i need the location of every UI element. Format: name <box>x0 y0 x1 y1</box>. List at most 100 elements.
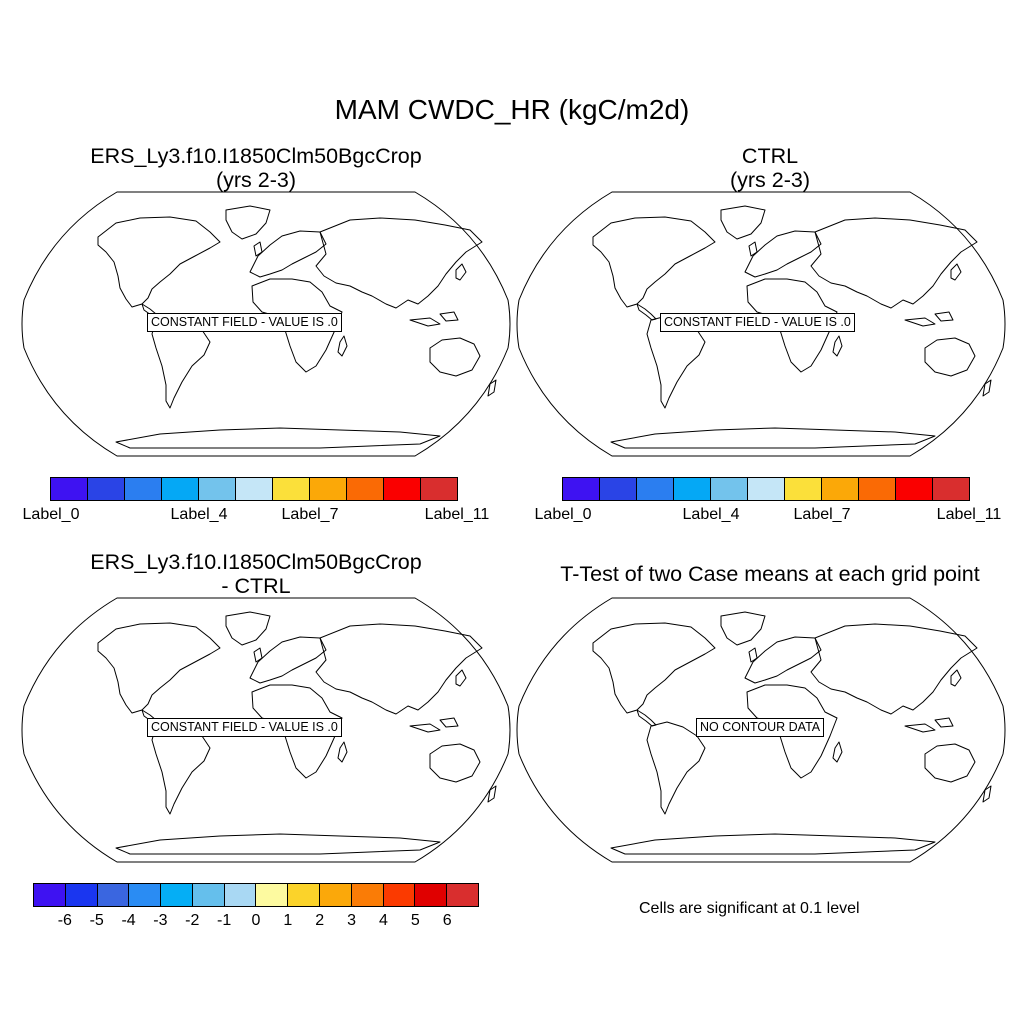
colorbar-cell <box>896 478 933 500</box>
colorbar-cell <box>822 478 859 500</box>
constant-field-notice: CONSTANT FIELD - VALUE IS .0 <box>660 313 855 332</box>
colorbar-cell <box>748 478 785 500</box>
coastline <box>455 669 467 687</box>
colorbar-label: Label_11 <box>424 506 490 523</box>
colorbar-label: Label_7 <box>793 506 851 523</box>
colorbar-cell <box>97 884 130 906</box>
coastline <box>592 622 716 714</box>
constant-field-notice: CONSTANT FIELD - VALUE IS .0 <box>147 718 342 737</box>
coastlines <box>592 611 992 855</box>
colorbar-cell <box>310 478 347 500</box>
constant-field-notice: CONSTANT FIELD - VALUE IS .0 <box>147 313 342 332</box>
coastline <box>810 623 978 715</box>
coastline <box>337 335 348 357</box>
coastline <box>646 721 706 815</box>
colorbar-tick-label: -4 <box>121 912 136 929</box>
colorbar-cell <box>162 478 199 500</box>
colorbar-cell <box>421 478 457 500</box>
coastline <box>97 216 221 308</box>
significance-note: Cells are significant at 0.1 level <box>639 900 860 917</box>
colorbar-cell <box>236 478 273 500</box>
coastline <box>225 611 271 646</box>
coastline <box>253 241 263 257</box>
coastline <box>904 317 936 327</box>
colorbar-cell <box>161 884 193 906</box>
coastline <box>950 263 962 281</box>
colorbar-cell <box>129 884 162 906</box>
colorbar-ctrl <box>562 477 970 501</box>
colorbar-cell <box>563 478 600 500</box>
colorbar-tick-label: 5 <box>410 912 420 929</box>
colorbar-cell <box>192 884 225 906</box>
panel-title-line2: (yrs 2-3) <box>215 168 297 192</box>
coastline <box>592 216 716 308</box>
colorbar-tick-label: 1 <box>283 912 293 929</box>
colorbar-cell <box>711 478 748 500</box>
colorbar-tick-label: 4 <box>378 912 388 929</box>
colorbar-cell <box>125 478 162 500</box>
figure-title: MAM CWDC_HR (kgC/m2d) <box>334 94 690 125</box>
coastline <box>225 205 271 240</box>
coastline <box>487 379 497 397</box>
colorbar-label: Label_0 <box>534 506 592 523</box>
coastline <box>115 427 441 449</box>
coastline <box>249 636 327 684</box>
panel-title-ctrl: CTRL (yrs 2-3) <box>554 144 986 192</box>
coastline <box>253 647 263 663</box>
coastline <box>924 743 976 783</box>
coastline <box>934 311 954 322</box>
colorbar-diff <box>33 883 479 907</box>
colorbar-tick-label: 3 <box>347 912 357 929</box>
colorbar-cell <box>637 478 674 500</box>
no-contour-notice: NO CONTOUR DATA <box>696 718 825 737</box>
colorbar-cell <box>933 478 969 500</box>
coastline <box>429 743 481 783</box>
colorbar-cell <box>88 478 125 500</box>
coastline <box>115 833 441 855</box>
colorbar-cell <box>320 884 352 906</box>
coastline <box>487 785 497 803</box>
colorbar-label: Label_0 <box>22 506 80 523</box>
colorbar-cell <box>384 478 421 500</box>
colorbar-cell <box>447 884 478 906</box>
colorbar-cell <box>600 478 637 500</box>
colorbar-label: Label_11 <box>936 506 1002 523</box>
colorbar-label: Label_4 <box>170 506 228 523</box>
panel-title-case: ERS_Ly3.f10.I1850Clm50BgcCrop (yrs 2-3) <box>40 144 472 192</box>
panel-title-line2: (yrs 2-3) <box>729 168 811 192</box>
coastline <box>315 217 483 309</box>
coastline <box>409 317 441 327</box>
colorbar-cell <box>288 884 321 906</box>
coastline <box>315 623 483 715</box>
panel-title-diff: ERS_Ly3.f10.I1850Clm50BgcCrop - CTRL <box>40 550 472 598</box>
coastline <box>744 230 822 278</box>
colorbar-case <box>50 477 458 501</box>
colorbar-cell <box>383 884 416 906</box>
colorbar-cell <box>347 478 384 500</box>
colorbar-cell <box>351 884 384 906</box>
coastline <box>610 833 936 855</box>
coastline <box>429 337 481 377</box>
coastline <box>409 723 441 733</box>
coastline <box>720 611 766 646</box>
coastline <box>748 241 758 257</box>
coastline <box>720 205 766 240</box>
colorbar-tick-label: 6 <box>442 912 452 929</box>
colorbar-tick-label: 0 <box>251 912 261 929</box>
colorbar-cell <box>256 884 289 906</box>
colorbar-cell <box>199 478 236 500</box>
panel-title-line1: ERS_Ly3.f10.I1850Clm50BgcCrop <box>90 550 422 574</box>
coastline <box>982 379 992 397</box>
colorbar-cell <box>859 478 896 500</box>
coastline <box>950 669 962 687</box>
coastline <box>455 263 467 281</box>
coastline <box>439 311 459 322</box>
colorbar-cell <box>415 884 448 906</box>
colorbar-cell <box>674 478 711 500</box>
colorbar-cell <box>51 478 88 500</box>
colorbar-label: Label_7 <box>281 506 339 523</box>
panel-title-line1: T-Test of two Case means at each grid po… <box>560 562 980 586</box>
coastline <box>934 717 954 728</box>
colorbar-tick-label: -3 <box>153 912 168 929</box>
coastline <box>748 647 758 663</box>
